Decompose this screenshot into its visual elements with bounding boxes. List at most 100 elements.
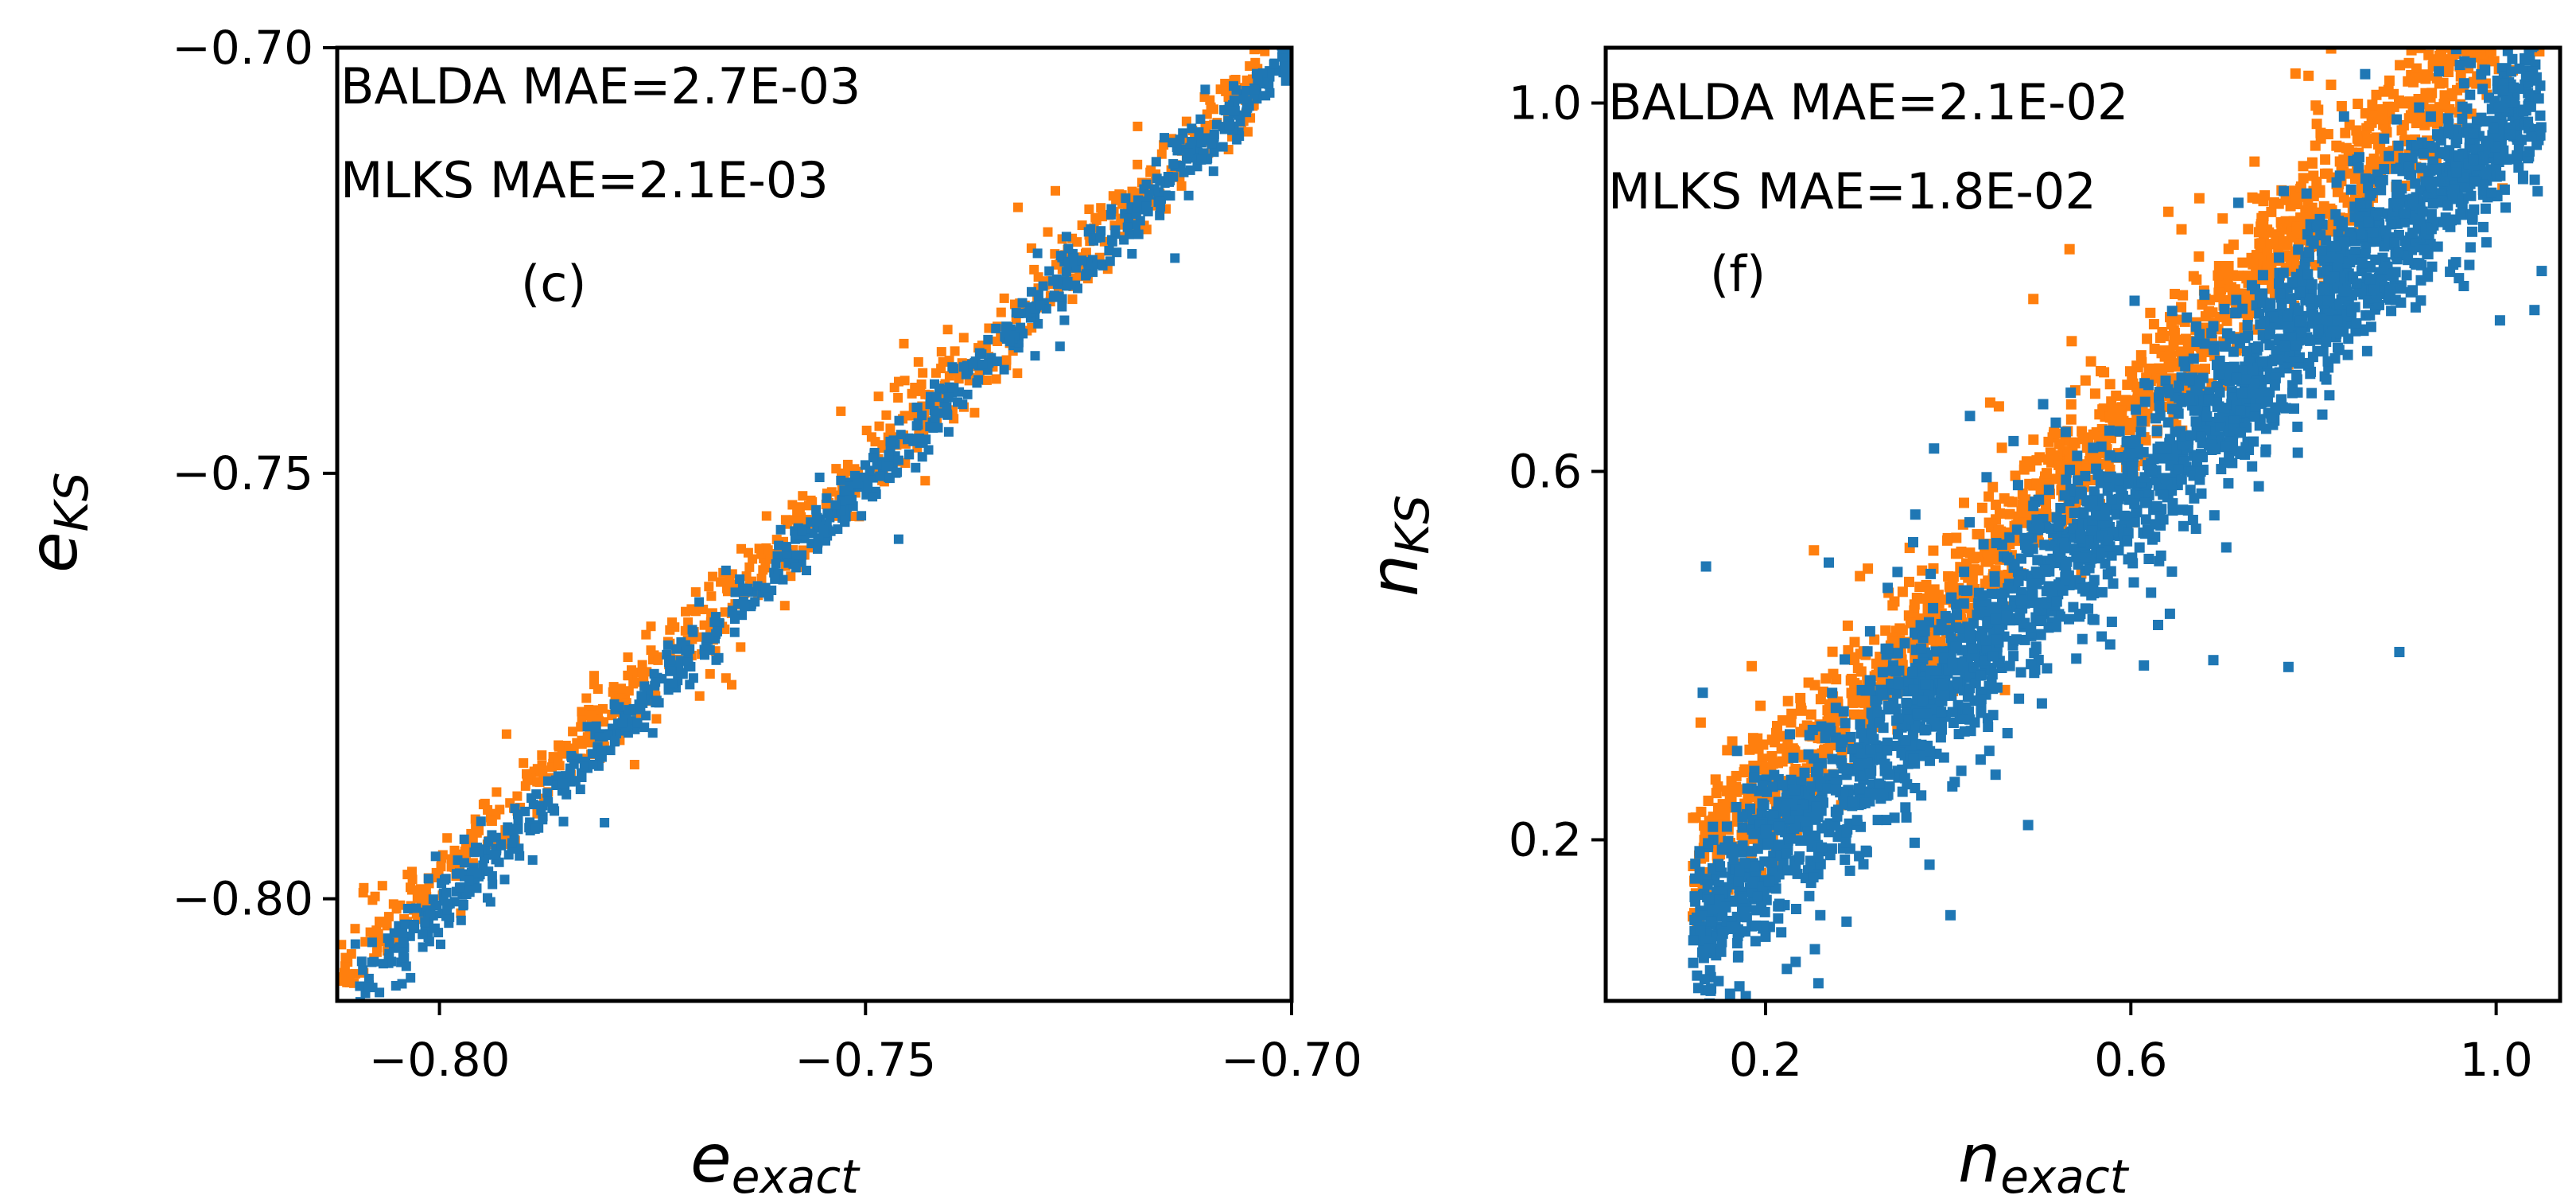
data-point <box>478 800 488 810</box>
data-point <box>786 571 796 582</box>
data-point <box>2003 496 2015 507</box>
data-point <box>2482 0 2492 5</box>
data-point <box>1983 722 1994 732</box>
data-point <box>2178 520 2189 531</box>
data-point <box>2301 188 2312 199</box>
data-point <box>1964 670 1976 681</box>
data-point <box>1048 276 1059 286</box>
data-point <box>760 563 771 573</box>
data-point <box>1855 783 1866 794</box>
data-point <box>2275 288 2286 299</box>
data-point <box>2461 48 2473 57</box>
data-point <box>2303 357 2314 368</box>
data-point <box>2099 367 2110 378</box>
data-point <box>2352 154 2363 165</box>
data-point <box>2508 0 2518 5</box>
data-point <box>792 507 802 517</box>
data-point <box>1750 936 1761 947</box>
data-point <box>2011 524 2022 535</box>
data-point <box>2154 555 2165 566</box>
data-point <box>1168 138 1178 148</box>
data-point <box>1881 815 1892 826</box>
data-point <box>2465 5 2476 15</box>
data-point <box>2519 11 2529 21</box>
data-point <box>2104 425 2115 436</box>
data-point <box>1836 737 1847 748</box>
data-point <box>1952 548 1964 559</box>
data-point <box>993 337 1003 346</box>
data-point <box>570 776 581 786</box>
data-point <box>813 544 822 554</box>
data-point <box>782 549 792 559</box>
data-point <box>2065 414 2077 425</box>
data-point <box>2504 0 2515 10</box>
data-point <box>1862 646 1873 657</box>
data-point <box>2311 222 2322 233</box>
data-point <box>1098 260 1108 271</box>
data-point <box>2168 340 2179 351</box>
data-point <box>1959 497 1969 508</box>
data-point <box>1243 127 1253 137</box>
data-point <box>1748 828 1759 839</box>
data-point <box>651 695 662 706</box>
data-point <box>2010 470 2021 481</box>
data-point <box>1751 905 1762 916</box>
data-point <box>1196 154 1206 165</box>
data-point <box>913 356 923 367</box>
data-point <box>378 959 388 969</box>
annotation-balda-c: BALDA MAE=2.7E-03 <box>340 57 861 115</box>
data-point <box>2488 2 2498 12</box>
data-point <box>635 703 646 714</box>
data-point <box>350 924 360 934</box>
data-point <box>340 952 351 963</box>
data-point <box>1752 891 1763 902</box>
data-point <box>2169 329 2180 341</box>
data-point <box>1082 269 1091 279</box>
data-point <box>2248 259 2259 270</box>
data-point <box>752 581 763 591</box>
data-point <box>2088 442 2099 454</box>
data-point <box>1737 893 1748 904</box>
data-point <box>2228 239 2239 251</box>
data-point <box>2052 450 2063 461</box>
data-point <box>688 627 698 637</box>
data-point <box>830 500 841 510</box>
data-point <box>614 702 624 712</box>
data-point <box>884 450 894 460</box>
data-point <box>582 722 593 732</box>
data-point <box>594 732 604 742</box>
data-point <box>772 551 783 561</box>
data-point <box>501 729 511 739</box>
data-point <box>2255 319 2266 330</box>
data-point <box>2178 290 2189 301</box>
data-point <box>1967 574 1978 585</box>
data-point <box>839 485 849 496</box>
data-point <box>1785 717 1797 728</box>
data-point <box>2526 36 2536 46</box>
data-point <box>2384 75 2395 86</box>
data-point <box>682 656 693 666</box>
data-point <box>2353 162 2364 173</box>
data-point <box>2189 405 2200 416</box>
data-point <box>2443 60 2454 71</box>
data-point <box>2426 208 2437 220</box>
data-point <box>1700 561 1712 572</box>
data-point <box>2303 70 2314 81</box>
data-point <box>1910 783 1921 793</box>
data-point <box>1737 822 1748 833</box>
data-point <box>2458 22 2469 33</box>
data-point <box>2458 78 2469 89</box>
data-point <box>675 668 686 678</box>
data-point <box>2088 429 2099 440</box>
data-point <box>2021 456 2032 467</box>
data-point <box>711 655 721 665</box>
data-point <box>1051 185 1060 196</box>
data-point <box>1055 251 1066 261</box>
data-point <box>1781 964 1793 975</box>
data-point <box>1846 687 1857 699</box>
data-point <box>582 734 593 745</box>
data-point <box>781 542 791 552</box>
data-point <box>907 388 917 399</box>
data-point <box>1806 781 1817 792</box>
data-point <box>2477 0 2488 9</box>
